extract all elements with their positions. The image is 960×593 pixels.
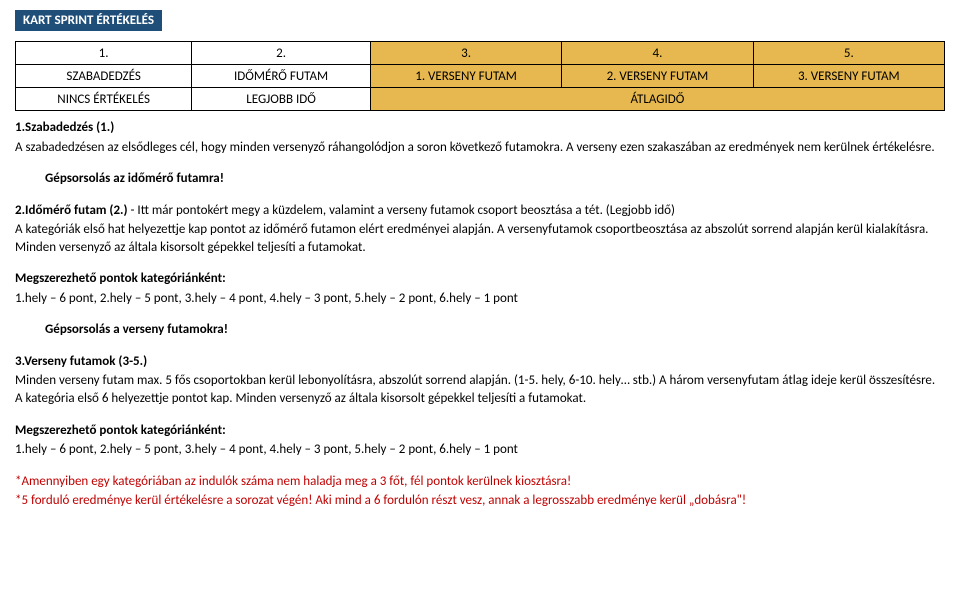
cell: 1. — [16, 42, 192, 65]
table-row: 1. 2. 3. 4. 5. — [16, 42, 945, 65]
section-2: 2.Időmérő futam (2.) - Itt már pontokért… — [15, 202, 945, 220]
points-list-2: 1.hely – 6 pont, 2.hely – 5 pont, 3.hely… — [15, 441, 945, 459]
section-3-heading: 3.Verseny futamok (3-5.) — [15, 353, 945, 371]
cell: 3. — [370, 42, 561, 65]
cell: NINCS ÉRTÉKELÉS — [16, 88, 192, 111]
cell: 5. — [753, 42, 944, 65]
footnote-1: *Amennyiben egy kategóriában az indulók … — [15, 473, 945, 491]
section-2-body: A kategóriák első hat helyezettje kap po… — [15, 221, 945, 256]
section-2-heading: 2.Időmérő futam (2.) — [15, 203, 128, 218]
cell: IDŐMÉRŐ FUTAM — [192, 65, 371, 88]
cell: 2. VERSENY FUTAM — [562, 65, 753, 88]
table-row: SZABADEDZÉS IDŐMÉRŐ FUTAM 1. VERSENY FUT… — [16, 65, 945, 88]
cell: 4. — [562, 42, 753, 65]
page-title: KART SPRINT ÉRTÉKELÉS — [15, 10, 162, 31]
points-heading: Megszerezhető pontok kategóriánként: — [15, 270, 945, 288]
cell: 3. VERSENY FUTAM — [753, 65, 944, 88]
cell: 1. VERSENY FUTAM — [370, 65, 561, 88]
section-1-note: Gépsorsolás az időmérő futamra! — [15, 170, 945, 188]
points-list: 1.hely – 6 pont, 2.hely – 5 pont, 3.hely… — [15, 290, 945, 308]
cell: 2. — [192, 42, 371, 65]
section-1-heading: 1.Szabadedzés (1.) — [15, 119, 945, 137]
points-heading-2: Megszerezhető pontok kategóriánként: — [15, 422, 945, 440]
cell: SZABADEDZÉS — [16, 65, 192, 88]
footnote-2: *5 forduló eredménye kerül értékelésre a… — [15, 492, 945, 510]
table-row: NINCS ÉRTÉKELÉS LEGJOBB IDŐ ÁTLAGIDŐ — [16, 88, 945, 111]
heading-text: 1.Szabadedzés (1.) — [15, 120, 114, 135]
section-2-note: Gépsorsolás a verseny futamokra! — [15, 321, 945, 339]
section-3-body: Minden verseny futam max. 5 fős csoporto… — [15, 372, 945, 407]
cell: ÁTLAGIDŐ — [370, 88, 944, 111]
section-2-tail: - Itt már pontokért megy a küzdelem, val… — [128, 203, 675, 218]
cell: LEGJOBB IDŐ — [192, 88, 371, 111]
section-1-body: A szabadedzésen az elsődleges cél, hogy … — [15, 139, 945, 157]
title-text: KART SPRINT ÉRTÉKELÉS — [23, 13, 154, 28]
structure-table: 1. 2. 3. 4. 5. SZABADEDZÉS IDŐMÉRŐ FUTAM… — [15, 41, 945, 111]
